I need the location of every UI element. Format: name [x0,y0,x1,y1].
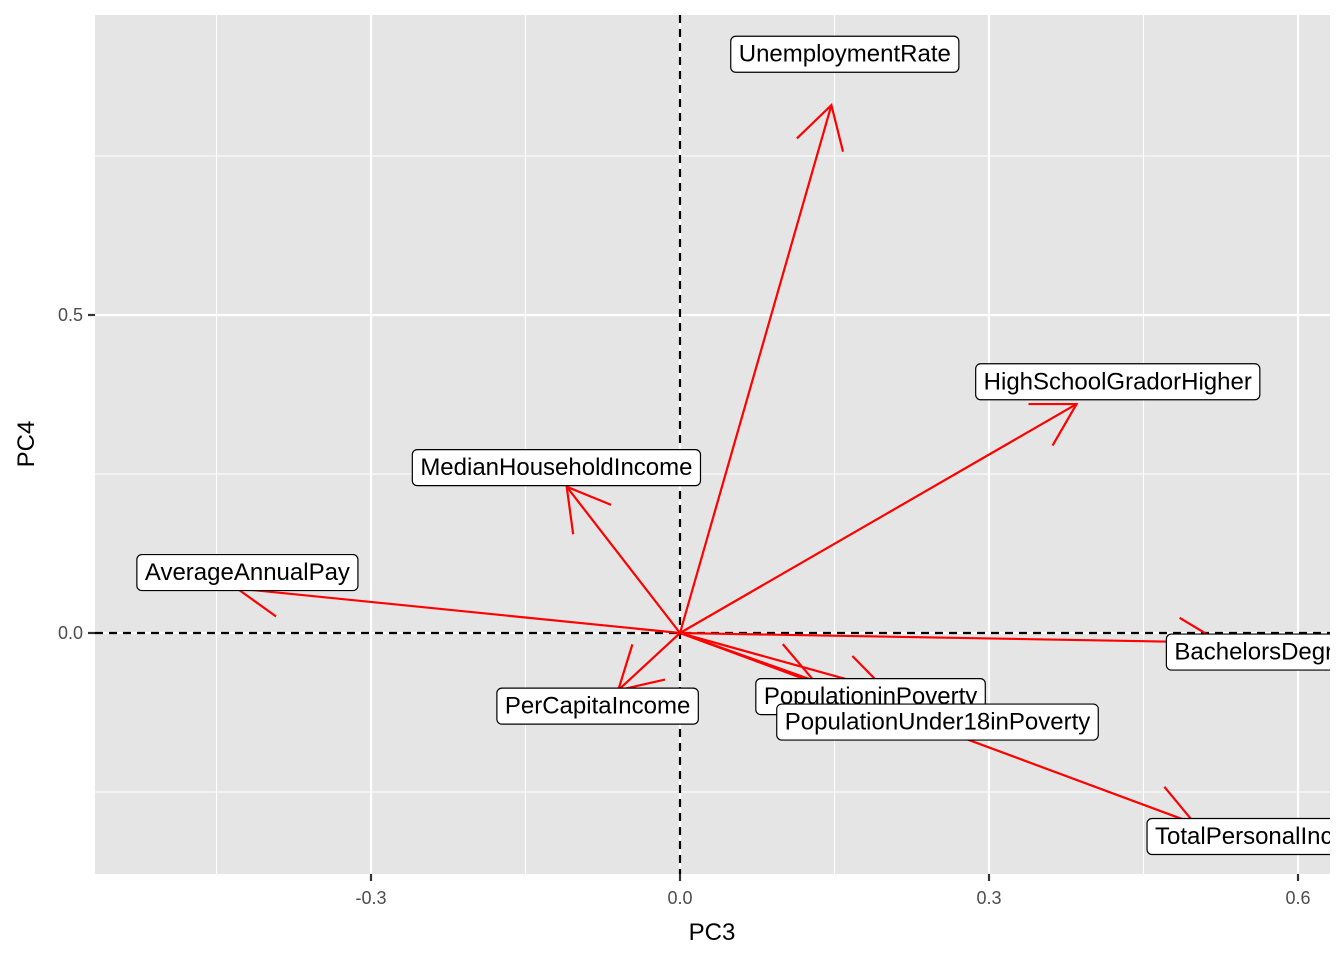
label-text: MedianHouseholdIncome [420,454,692,481]
label-box [975,363,1261,401]
x-tick-label: 0.6 [1285,888,1310,908]
loading-arrow [678,103,845,634]
arrow-head [565,484,612,535]
x-tick-label: -0.3 [355,888,386,908]
y-tick-label: 0.5 [58,305,83,325]
x-axis: -0.3 0.0 0.3 0.6 [355,874,1311,908]
label-box [411,449,702,487]
arrow-shaft [236,587,681,635]
vector-label: MedianHouseholdIncome [411,449,702,487]
arrow-head [796,103,845,152]
label-text: BachelorsDegree [1174,639,1344,666]
label-box [1146,817,1330,856]
vector-label: UnemploymentRate [730,35,960,73]
loading-arrow [565,484,681,634]
y-axis: 0.0 0.5 [58,305,95,643]
label-text: TotalPersonalIncome [1155,823,1344,850]
arrow-shaft [678,104,833,634]
label-text: AverageAnnualPay [145,559,350,586]
label-box [730,35,960,73]
label-box [776,703,1099,741]
arrow-shaft [565,486,681,634]
x-tick-label: 0.3 [976,888,1001,908]
vector-label: TotalPersonalIncome [1146,817,1344,856]
vector-label: PopulationUnder18inPoverty [776,703,1099,741]
label-text: PerCapitaIncome [505,693,690,720]
label-box [136,553,359,592]
label-text: PopulationUnder18inPoverty [785,709,1091,736]
arrow-shaft [617,632,681,692]
plot-panel [95,15,1330,874]
arrow-shaft [679,403,1078,634]
x-tick-label: 0.0 [667,888,692,908]
loading-arrow [679,402,1079,634]
vector-label: PerCapitaIncome [496,687,699,725]
label-box [1165,633,1330,671]
x-axis-title: PC3 [689,919,736,946]
vector-labels: UnemploymentRate HighSchoolGradorHigher Me… [136,35,1344,856]
vector-label: HighSchoolGradorHigher [975,363,1261,401]
vector-label: BachelorsDegree [1165,633,1344,671]
label-text: UnemploymentRate [739,41,951,68]
y-axis-title: PC4 [13,421,40,468]
arrow-shaft [679,631,1221,644]
grid-minor [95,15,1330,874]
y-tick-label: 0.0 [58,623,83,643]
vector-label: AverageAnnualPay [136,553,359,592]
arrow-head [1028,402,1079,447]
label-box [496,687,699,725]
label-text: HighSchoolGradorHigher [984,368,1252,395]
